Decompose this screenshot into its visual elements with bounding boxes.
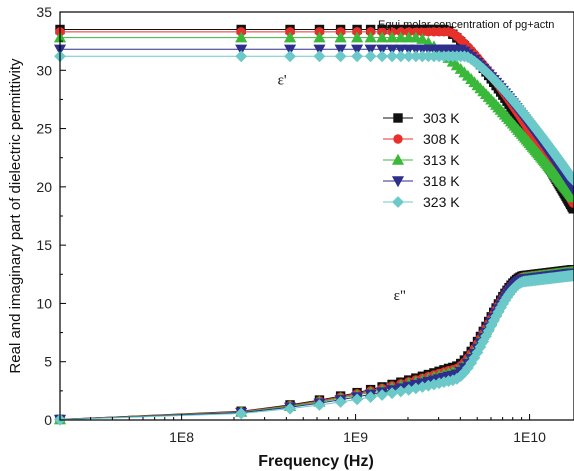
legend: 303 K 308 K 313 K 318 K 323 K [383,110,460,210]
y-tick-label: 5 [44,354,52,370]
legend-marker [391,153,405,165]
data-point-imag [364,391,377,403]
y-tick-label: 10 [36,295,52,311]
data-point-imag [567,269,574,282]
data-point-real [364,31,377,43]
data-point-real [334,31,347,43]
data-point-real [394,50,407,63]
y-tick-label: 0 [44,412,52,428]
series-323k [54,50,574,426]
y-axis-title: Real and imaginary part of dielectric pe… [7,58,24,374]
y-tick-label: 25 [36,121,52,137]
x-tick-label: 1E8 [169,429,194,445]
data-point-real [351,31,364,43]
y-tick-label: 30 [36,62,52,78]
series-layer [53,24,574,426]
data-point-real [235,44,248,56]
data-point-real [351,50,364,63]
legend-label: 308 K [423,131,460,147]
data-point-real [394,31,407,43]
data-point-real [386,31,399,43]
data-point-real [409,31,422,43]
chart-title: Equi molar concentration of pg+actn [378,19,554,31]
legend-marker [391,176,405,188]
data-point-real [567,174,574,186]
legend-marker [393,113,403,123]
legend-marker [393,134,403,144]
legend-marker [392,196,404,208]
data-point-imag [313,399,326,411]
data-point-real [235,31,248,43]
data-point-real [284,31,297,43]
data-point-real [313,44,326,56]
legend-label: 323 K [423,194,460,210]
legend-label: 313 K [423,152,460,168]
data-point-imag [334,396,347,408]
y-tick-label: 35 [36,4,52,20]
data-point-imag [351,393,364,406]
data-point-real [394,44,407,56]
data-point-real [284,44,297,56]
data-point-real [351,44,364,56]
data-point-real [376,50,389,63]
data-point-real [334,44,347,56]
data-point-real [567,191,574,203]
data-point-real [386,50,398,63]
data-point-real [284,50,296,63]
x-tick-label: 1E9 [343,429,368,445]
legend-label: 303 K [423,110,460,126]
y-tick-label: 20 [36,179,52,195]
axes-layer: 0 5 10 15 20 25 30 35 1E8 1E9 1E10 [36,4,546,445]
data-point-imag [284,402,296,415]
legend-label: 318 K [423,173,460,189]
data-point-real [364,50,377,63]
annotation-real-part: ε' [278,72,287,88]
data-point-real [235,50,248,63]
x-axis-title: Frequency (Hz) [258,453,374,470]
data-point-real [402,44,415,56]
data-point-real [416,32,429,44]
data-point-real [386,44,399,56]
data-point-real [376,31,389,43]
data-point-real [334,50,347,63]
data-point-real [313,31,326,43]
annotation-imaginary-part: ε" [394,288,406,304]
x-tick-label: 1E10 [513,429,546,445]
data-point-imag [376,389,389,401]
data-point-real [376,44,389,56]
y-tick-label: 15 [36,237,52,253]
data-point-real [313,50,326,63]
data-point-real [402,31,415,43]
data-point-real [364,44,377,56]
data-point-imag [235,407,248,420]
